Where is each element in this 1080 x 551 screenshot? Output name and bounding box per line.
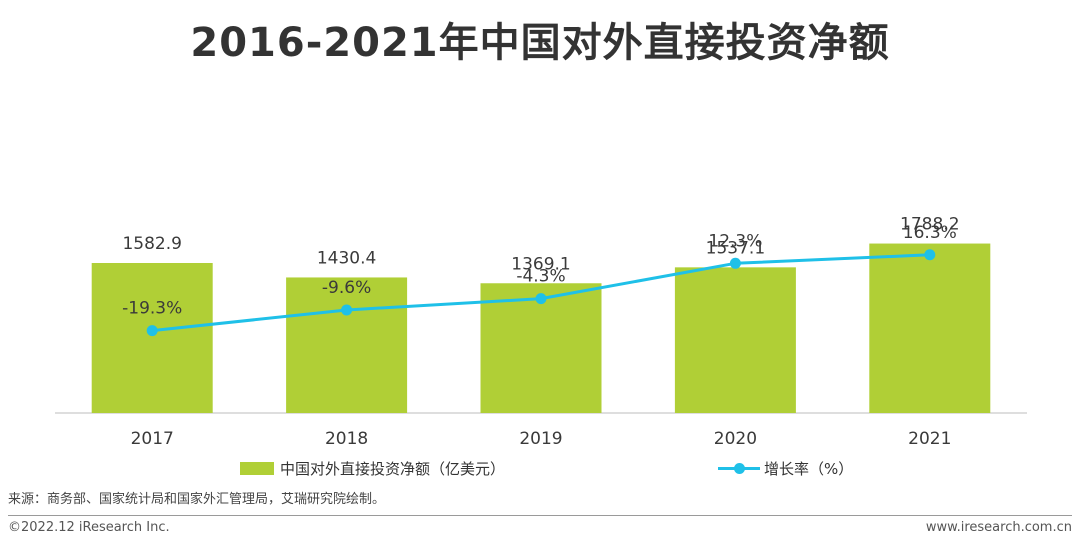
bar	[480, 283, 602, 413]
growth-value-label: -4.3%	[516, 267, 565, 287]
growth-point	[341, 304, 353, 316]
website: www.iresearch.com.cn	[925, 520, 1072, 535]
growth-point	[535, 293, 547, 305]
legend-bar-swatch	[240, 462, 274, 475]
footer-divider	[8, 515, 1072, 516]
x-tick-label: 2020	[714, 429, 757, 449]
bar-value-label: 1582.9	[122, 234, 181, 254]
bar-value-label: 1369.1	[511, 254, 570, 274]
bar-value-label: 1430.4	[317, 248, 376, 268]
legend-line: 增长率（%）	[718, 458, 853, 479]
x-tick-label: 2017	[131, 429, 174, 449]
chart-title: 2016-2021年中国对外直接投资净额	[190, 20, 890, 66]
source-note: 来源：商务部、国家统计局和国家外汇管理局，艾瑞研究院绘制。	[8, 492, 386, 507]
growth-point	[146, 325, 158, 337]
legend-bar-label: 中国对外直接投资净额（亿美元）	[280, 460, 506, 478]
bar	[286, 277, 408, 413]
bar	[869, 243, 991, 413]
growth-value-label: 12.3%	[708, 231, 762, 251]
growth-point	[924, 249, 936, 261]
growth-value-label: 16.3%	[903, 223, 957, 243]
bar-value-label: 1537.1	[706, 238, 765, 258]
copyright: ©2022.12 iResearch Inc.	[8, 520, 170, 535]
legend-bar: 中国对外直接投资净额（亿美元）	[240, 458, 505, 479]
growth-value-label: -9.6%	[322, 278, 371, 298]
x-tick-label: 2018	[325, 429, 368, 449]
growth-point	[729, 257, 741, 269]
legend-line-swatch	[718, 462, 760, 475]
bar	[674, 267, 796, 413]
growth-value-label: -19.3%	[122, 299, 182, 319]
x-tick-label: 2021	[908, 429, 951, 449]
bar	[91, 263, 213, 413]
bar-value-label: 1788.2	[900, 215, 959, 235]
x-tick-label: 2019	[519, 429, 562, 449]
legend-line-label: 增长率（%）	[764, 460, 854, 478]
